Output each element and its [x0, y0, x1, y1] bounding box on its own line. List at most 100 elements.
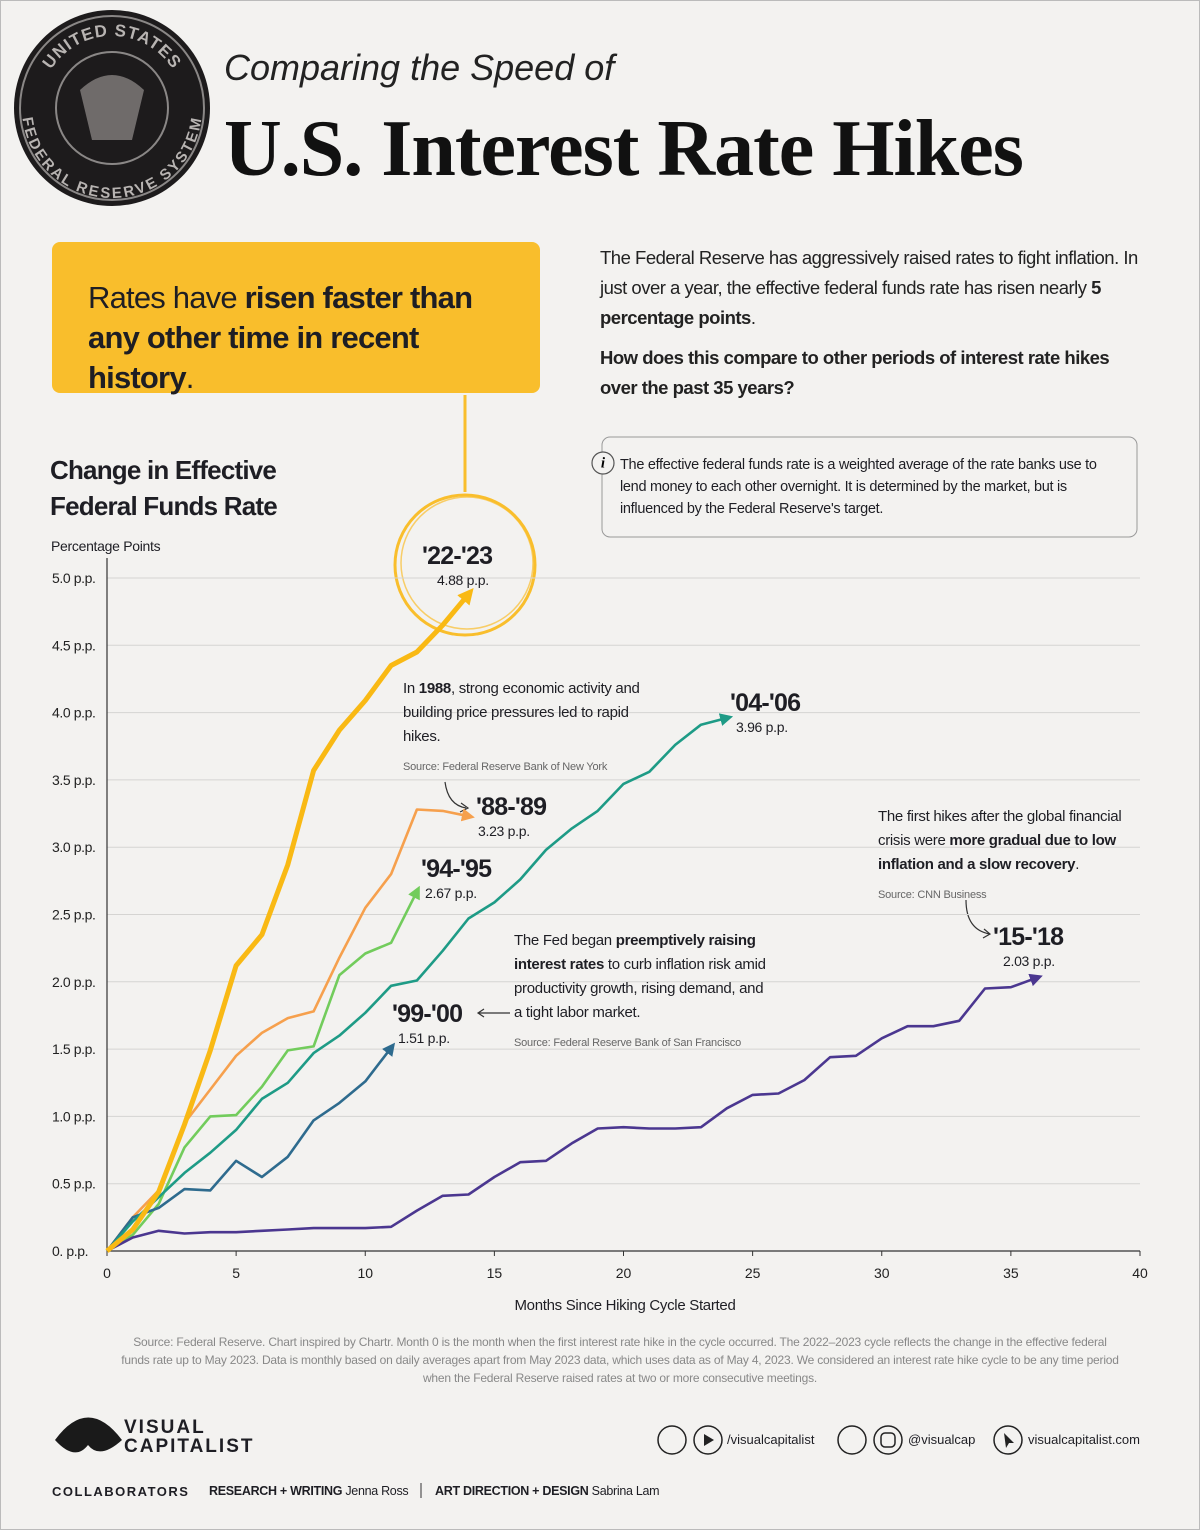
callout-emphasis: risen faster than any other time in rece… [88, 280, 473, 395]
series-label: '94-'95 [421, 855, 492, 883]
y-tick-label: 2.5 p.p. [52, 907, 96, 923]
x-tick-label: 20 [616, 1265, 632, 1281]
annotation: The Fed began preemptively raising inter… [514, 929, 774, 1055]
callout-text: . [185, 360, 195, 395]
series-value-label: 3.23 p.p. [478, 823, 530, 839]
y-tick-label: 2.0 p.p. [52, 974, 96, 990]
title: U.S. Interest Rate Hikes [224, 105, 1023, 193]
seal-eagle [80, 75, 144, 140]
annotation-source: Source: Federal Reserve Bank of New York [403, 761, 608, 773]
social-handle[interactable]: @visualcap [908, 1432, 976, 1447]
annotation-text: The first hikes after the global financi… [878, 808, 1122, 849]
website[interactable]: visualcapitalist.com [1028, 1432, 1140, 1447]
y-tick-label: 3.0 p.p. [52, 839, 96, 855]
series-value-label: 4.88 p.p. [437, 572, 489, 588]
callout-box [52, 242, 540, 393]
callout: Rates have risen faster than any other t… [88, 278, 528, 398]
annotation-emphasis: 1988 [418, 680, 451, 697]
series-label: '04-'06 [730, 689, 800, 717]
credit-role: RESEARCH + WRITING [209, 1484, 343, 1498]
annotation-source: Source: Federal Reserve Bank of San Fran… [514, 1037, 742, 1049]
seal-ring [19, 15, 205, 201]
social-icon-glyph [1004, 1433, 1014, 1448]
series-label: '15-'18 [993, 923, 1064, 951]
social-icon [873, 1425, 903, 1455]
x-tick-label: 35 [1003, 1265, 1019, 1281]
annotation-emphasis: more gradual due to low inflation and a … [878, 832, 1116, 873]
x-tick-label: 25 [745, 1265, 761, 1281]
intro: The Federal Reserve has aggressively rai… [600, 243, 1160, 403]
social-icon-glyph [704, 1434, 714, 1446]
intro-text: The Federal Reserve has aggressively rai… [600, 247, 1138, 298]
callout-text: Rates have [88, 280, 245, 315]
annotation-text: In [403, 680, 419, 697]
x-tick-label: 40 [1132, 1265, 1148, 1281]
credit: ART DIRECTION + DESIGN Sabrina Lam [435, 1484, 660, 1498]
social-icon [693, 1425, 723, 1455]
x-tick-label: 5 [232, 1265, 240, 1281]
series-line [106, 973, 1043, 1253]
y-tick-label: 4.0 p.p. [52, 705, 96, 721]
y-tick-label: 4.5 p.p. [52, 637, 96, 653]
annotation: The first hikes after the global financi… [878, 805, 1148, 907]
info-icon-text: i [601, 455, 606, 471]
y-tick-label: 0. p.p. [52, 1243, 88, 1259]
annotation-emphasis: preemptively raising interest rates [514, 932, 756, 973]
series-line [105, 588, 474, 1253]
series-label: '99-'00 [392, 1000, 462, 1028]
credit: RESEARCH + WRITING Jenna Ross [209, 1484, 409, 1498]
series-value-label: 3.96 p.p. [736, 719, 788, 735]
intro-p1: The Federal Reserve has aggressively rai… [600, 243, 1160, 333]
chart-subtitle: Percentage Points [51, 538, 161, 554]
series-value-label: 1.51 p.p. [398, 1030, 450, 1046]
y-tick-label: 0.5 p.p. [52, 1176, 96, 1192]
chart-title: Change in Effective Federal Funds Rate [50, 455, 278, 521]
annotation-text: , strong economic activity and building … [403, 680, 640, 745]
x-axis-label: Months Since Hiking Cycle Started [514, 1297, 736, 1314]
social-handle[interactable]: /visualcapitalist [727, 1432, 815, 1447]
social-icon [993, 1425, 1023, 1455]
series-value-label: 2.03 p.p. [1003, 953, 1055, 969]
series-line [106, 713, 734, 1252]
info-text: The effective federal funds rate is a we… [620, 457, 1097, 517]
series-line [106, 885, 420, 1253]
highlight-circle [393, 493, 537, 637]
x-tick-label: 0 [103, 1265, 111, 1281]
series-label: '88-'89 [476, 793, 546, 821]
logo-mark [55, 1417, 122, 1453]
info-box [601, 436, 1138, 538]
series-label: '22-'23 [422, 542, 492, 570]
y-tick-label: 1.0 p.p. [52, 1108, 96, 1124]
social-icon-glyph [880, 1432, 896, 1448]
intro-text: . [750, 307, 756, 328]
social-icon [837, 1425, 867, 1455]
highlight-circle [400, 496, 534, 630]
footnote: Source: Federal Reserve. Chart inspired … [121, 1335, 1119, 1385]
credit-name: Sabrina Lam [591, 1484, 660, 1498]
series-value-label: 2.67 p.p. [425, 885, 477, 901]
info-icon [591, 451, 615, 475]
x-tick-label: 10 [357, 1265, 373, 1281]
annotation-arrow [965, 899, 992, 939]
logo: VISUAL CAPITALIST [124, 1418, 254, 1456]
credit-role: ART DIRECTION + DESIGN [435, 1484, 589, 1498]
y-tick-label: 1.5 p.p. [52, 1041, 96, 1057]
y-tick-label: 5.0 p.p. [52, 570, 96, 586]
annotation-text: The Fed began [514, 932, 616, 949]
x-tick-label: 30 [874, 1265, 890, 1281]
kicker: Comparing the Speed of [224, 47, 618, 88]
social-icon [657, 1425, 687, 1455]
series-line [105, 1042, 396, 1252]
annotation-arrow [444, 781, 467, 809]
intro-p2: How does this compare to other periods o… [600, 347, 1110, 398]
annotation-source: Source: CNN Business [878, 889, 987, 901]
y-tick-label: 3.5 p.p. [52, 772, 96, 788]
annotation-text: . [1075, 856, 1080, 873]
logo-text: CAPITALIST [124, 1436, 255, 1457]
intro-emphasis: 5 percentage points [600, 277, 1101, 328]
logo-text: VISUAL [124, 1417, 206, 1438]
seal-ring [55, 51, 169, 165]
collaborators-label: COLLABORATORS [52, 1484, 190, 1499]
